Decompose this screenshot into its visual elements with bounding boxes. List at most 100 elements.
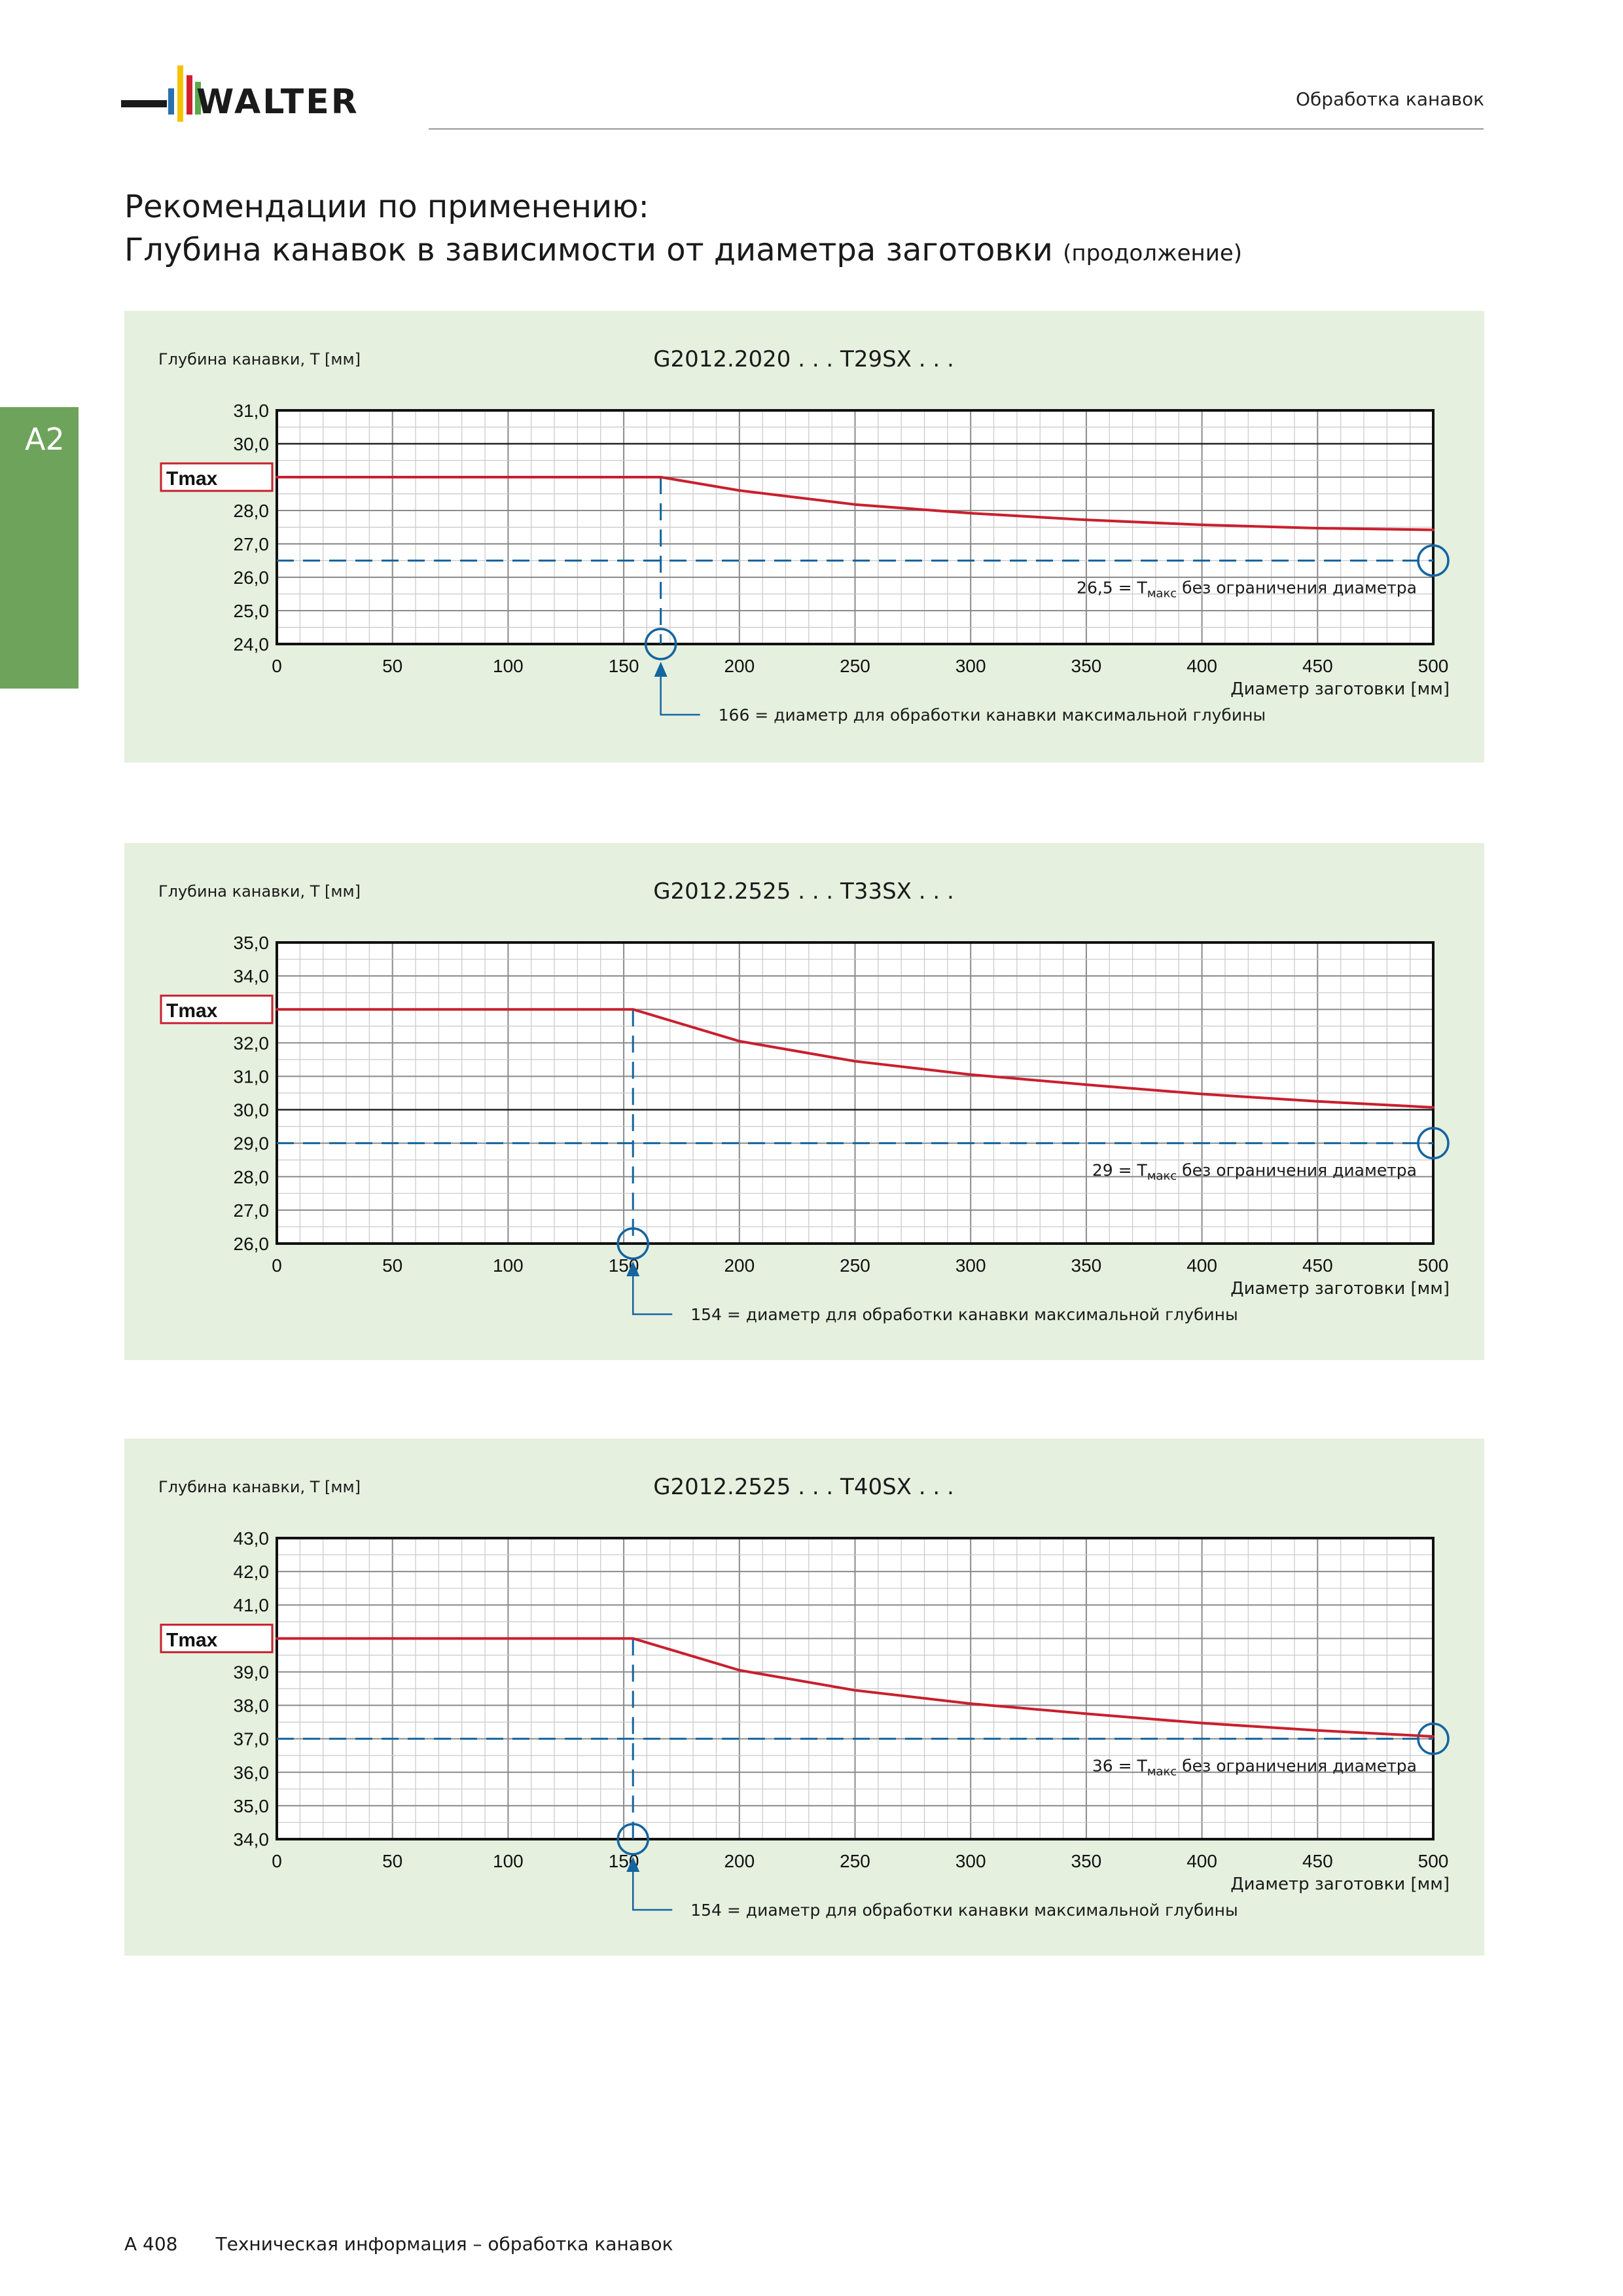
y-tick-label: 41,0: [234, 1595, 270, 1615]
x-tick-label: 50: [382, 656, 402, 676]
x-tick-label: 200: [724, 1255, 755, 1276]
no-limit-label: 29 = Tмакс без ограничения диаметра: [1092, 1161, 1417, 1183]
y-tick-label: 43,0: [234, 1528, 270, 1549]
chart-title: G2012.2525 . . . T40SX . . .: [653, 1474, 954, 1500]
y-tick-label: 36,0: [234, 1763, 270, 1783]
curve-point: [1316, 1100, 1319, 1103]
y-tick-label: 27,0: [234, 1200, 270, 1221]
no-limit-marker: [1417, 544, 1450, 577]
curve-point: [1316, 527, 1319, 530]
tmax-label: Tmax: [166, 1000, 218, 1022]
y-tick-label: 30,0: [234, 1100, 270, 1121]
chart-title: G2012.2525 . . . T33SX . . .: [653, 878, 954, 905]
x-tick-label: 350: [1071, 1255, 1102, 1276]
y-tick-label: 30,0: [234, 434, 270, 454]
chart-title: G2012.2020 . . . T29SX . . .: [653, 346, 954, 372]
y-tick-label: 24,0: [234, 634, 270, 655]
walter-logo: WALTER: [121, 62, 402, 128]
max-depth-marker: [616, 1823, 649, 1856]
x-tick-label: 300: [955, 1255, 986, 1276]
y-tick-label: 39,0: [234, 1662, 270, 1682]
y-tick-label: 32,0: [234, 1033, 270, 1053]
x-tick-label: 350: [1071, 656, 1102, 676]
x-axis-label: Диаметр заготовки [мм]: [1230, 679, 1450, 699]
curve-point: [1084, 1083, 1088, 1086]
max-depth-label: 166 = диаметр для обработки канавки макс…: [719, 706, 1266, 725]
max-depth-leader: [632, 1276, 673, 1316]
y-axis-label: Глубина канавки, T [мм]: [158, 1478, 361, 1496]
y-tick-label: 26,0: [234, 1234, 270, 1254]
max-depth-marker: [644, 628, 677, 660]
curve-point: [276, 1008, 278, 1011]
curve-point: [276, 476, 278, 478]
curve-point: [276, 1637, 278, 1640]
page-title: Рекомендации по применению: Глубина кана…: [124, 185, 1242, 275]
curve-point: [659, 476, 662, 478]
y-tick-label: 28,0: [234, 501, 270, 521]
curve-point: [853, 503, 857, 506]
chapter-tab-label: A2: [25, 422, 65, 457]
tmax-label: Tmax: [166, 468, 218, 490]
x-tick-label: 150: [609, 656, 639, 676]
max-depth-arrow: [626, 1261, 640, 1276]
max-depth-leader: [632, 1872, 673, 1911]
curve-point: [1432, 1735, 1435, 1738]
curve-point: [632, 1637, 635, 1640]
x-tick-label: 0: [272, 656, 282, 676]
curve-point: [969, 1073, 972, 1076]
x-tick-label: 250: [840, 1255, 870, 1276]
title-note: (продолжение): [1063, 240, 1243, 266]
tmax-box: [160, 462, 274, 492]
y-tick-label: 37,0: [234, 1729, 270, 1749]
x-tick-label: 250: [840, 656, 870, 676]
y-tick-label: 34,0: [234, 966, 270, 986]
x-tick-label: 100: [493, 1255, 524, 1276]
curve-point: [738, 1039, 741, 1043]
curve-point: [1084, 1712, 1088, 1715]
chart-2-svg: G2012.2525 . . . T33SX . . . Глубина кана…: [158, 878, 1450, 1324]
y-tick-label: 29,0: [234, 1134, 270, 1154]
y-tick-label: 26,0: [234, 567, 270, 588]
curve-point: [1432, 528, 1435, 531]
chart-3-svg: G2012.2525 . . . T40SX . . . Глубина кана…: [158, 1474, 1450, 1920]
y-tick-label: 31,0: [234, 401, 270, 421]
no-limit-label: 26,5 = Tмакс без ограничения диаметра: [1077, 579, 1417, 601]
curve-point: [969, 512, 972, 515]
max-depth-label: 154 = диаметр для обработки канавки макс…: [690, 1305, 1238, 1324]
chart-panel-3: G2012.2525 . . . T40SX . . . Глубина кана…: [124, 1439, 1484, 1956]
max-depth-arrow: [626, 1857, 640, 1872]
y-axis-label: Глубина канавки, T [мм]: [158, 350, 361, 368]
x-tick-label: 200: [724, 656, 755, 676]
plot-frame: [276, 1537, 1435, 1840]
x-tick-label: 100: [493, 656, 524, 676]
header-divider: [429, 128, 1484, 130]
chart-1-svg: G2012.2020 . . . T29SX . . . Глубина кана…: [158, 346, 1450, 725]
x-tick-label: 500: [1418, 1255, 1449, 1276]
no-limit-marker: [1417, 1126, 1450, 1160]
y-tick-label: 35,0: [234, 933, 270, 953]
y-tick-label: 42,0: [234, 1562, 270, 1582]
y-axis-label: Глубина канавки, T [мм]: [158, 882, 361, 901]
curve-point: [738, 489, 741, 492]
y-tick-label: 38,0: [234, 1696, 270, 1716]
y-tick-label: 28,0: [234, 1167, 270, 1187]
x-tick-label: 50: [382, 1255, 402, 1276]
plot-frame: [276, 941, 1435, 1245]
x-tick-label: 500: [1418, 656, 1449, 676]
curve-point: [1084, 518, 1088, 522]
no-limit-marker: [1417, 1722, 1450, 1755]
x-tick-label: 400: [1186, 1851, 1217, 1871]
grid: [276, 410, 1434, 645]
x-tick-label: 300: [955, 656, 986, 676]
title-line-1: Рекомендации по применению:: [124, 188, 649, 225]
section-label: Обработка канавок: [1296, 88, 1484, 110]
max-depth-arrow: [654, 662, 668, 677]
y-tick-label: 27,0: [234, 534, 270, 554]
tmax-box: [160, 994, 274, 1024]
x-tick-label: 50: [382, 1851, 402, 1871]
chart-panel-2: G2012.2525 . . . T33SX . . . Глубина кана…: [124, 843, 1484, 1360]
curve-point: [1316, 1729, 1319, 1732]
curve-point: [853, 1689, 857, 1692]
x-tick-label: 200: [724, 1851, 755, 1871]
tmax-label: Tmax: [166, 1629, 218, 1651]
